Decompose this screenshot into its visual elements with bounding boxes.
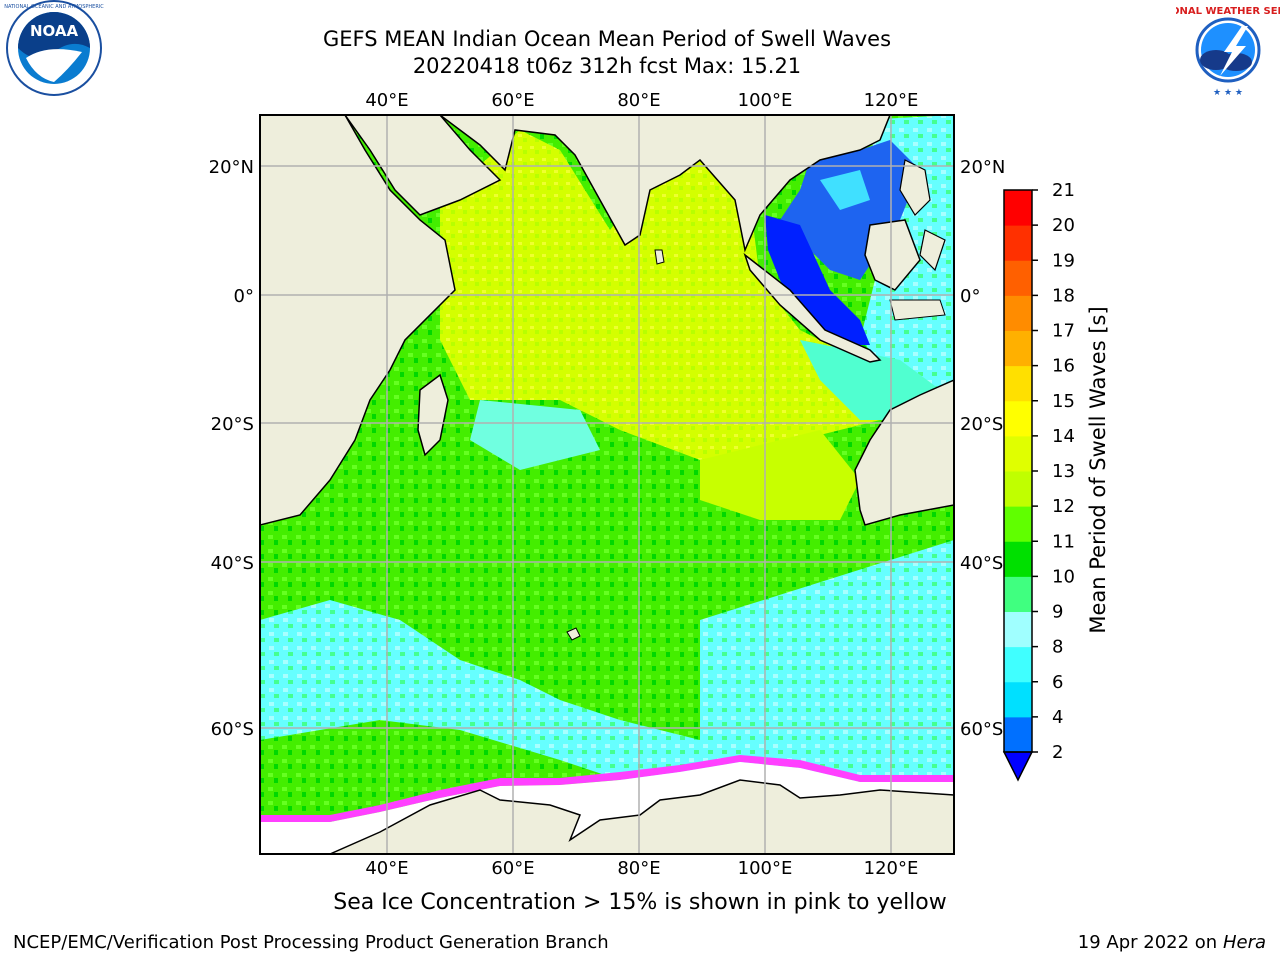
lat-label-right: 40°S	[960, 553, 1003, 574]
colorbar-tick-label: 10	[1052, 566, 1075, 587]
colorbar-tick-label: 14	[1052, 426, 1075, 447]
colorbar-extend-arrow	[1002, 751, 1034, 782]
lon-label-bottom: 60°E	[491, 858, 534, 879]
footer-host: Hera	[1222, 932, 1266, 953]
lat-label-right: 60°S	[960, 719, 1003, 740]
colorbar-swatch	[1004, 541, 1032, 577]
colorbar-swatch	[1004, 681, 1032, 718]
colorbar-swatch	[1004, 716, 1032, 753]
colorbar-tick-label: 17	[1052, 321, 1075, 342]
lat-label-right: 0°	[960, 286, 980, 307]
lon-label-bottom: 120°E	[864, 858, 919, 879]
lat-label-left: 0°	[234, 286, 254, 307]
colorbar-tick-label: 12	[1052, 496, 1075, 517]
colorbar-swatch	[1004, 295, 1032, 331]
lon-label-bottom: 80°E	[617, 858, 660, 879]
colorbar-tick-label: 2	[1052, 742, 1063, 763]
colorbar: 2 4 6 8 9 10 11 12 13 14 15 16 17 18 19 20 21	[1002, 180, 1075, 782]
lon-label-top: 80°E	[617, 90, 660, 111]
map-frame	[259, 114, 955, 855]
colorbar-label: Mean Period of Swell Waves [s]	[1086, 306, 1110, 633]
colorbar-tick-label: 13	[1052, 461, 1075, 482]
colorbar-swatch	[1004, 190, 1032, 226]
footer-date: 19 Apr 2022 on Hera	[1078, 932, 1266, 953]
lon-label-top: 60°E	[491, 90, 534, 111]
nws-logo-text: NATIONAL WEATHER SERVICE	[1176, 6, 1280, 17]
lon-label-top: 100°E	[738, 90, 793, 111]
lat-label-left: 20°N	[209, 157, 254, 178]
colorbar-swatch	[1004, 576, 1032, 612]
colorbar-tick-label: 15	[1052, 391, 1075, 412]
lat-label-left: 60°S	[211, 719, 254, 740]
lat-label-right: 20°S	[960, 414, 1003, 435]
colorbar-tick-label: 11	[1052, 531, 1075, 552]
lat-label-left: 40°S	[211, 553, 254, 574]
lon-label-bottom: 100°E	[738, 858, 793, 879]
map-subtitle: 20220418 t06z 312h fcst Max: 15.21	[412, 54, 802, 78]
colorbar-swatch	[1004, 400, 1032, 437]
colorbar-swatch	[1004, 435, 1032, 472]
noaa-logo-text: NOAA	[30, 22, 79, 40]
colorbar-swatch	[1004, 260, 1032, 296]
colorbar-tick-label: 6	[1052, 672, 1063, 693]
lon-label-bottom: 40°E	[365, 858, 408, 879]
colorbar-tick-label: 16	[1052, 356, 1075, 377]
lon-label-top: 40°E	[365, 90, 408, 111]
colorbar-tick-label: 21	[1052, 180, 1075, 201]
colorbar-tick-label: 20	[1052, 215, 1075, 236]
colorbar-tick-label: 18	[1052, 285, 1075, 306]
lon-label-top: 120°E	[864, 90, 919, 111]
colorbar-swatch	[1004, 471, 1032, 507]
svg-text:★ ★ ★: ★ ★ ★	[1213, 88, 1243, 98]
colorbar-swatch	[1004, 611, 1032, 648]
lat-label-right: 20°N	[960, 157, 1005, 178]
footer-credit: NCEP/EMC/Verification Post Processing Pr…	[13, 932, 609, 953]
map-title: GEFS MEAN Indian Ocean Mean Period of Sw…	[322, 27, 892, 51]
colorbar-swatch	[1004, 365, 1032, 402]
noaa-logo: NOAA NATIONAL OCEANIC AND ATMOSPHERIC	[4, 0, 104, 96]
nws-logo: NATIONAL WEATHER SERVICE ★ ★ ★	[1176, 4, 1280, 98]
colorbar-tick-label: 9	[1052, 602, 1063, 623]
sea-ice-caption: Sea Ice Concentration > 15% is shown in …	[333, 890, 947, 915]
colorbar-tick-label: 8	[1052, 637, 1063, 658]
colorbar-swatch	[1004, 330, 1032, 367]
footer-date-text: 19 Apr 2022 on	[1077, 932, 1223, 953]
colorbar-tick-label: 19	[1052, 250, 1075, 271]
colorbar-swatch	[1004, 646, 1032, 683]
colorbar-swatch	[1004, 506, 1032, 542]
colorbar-swatch	[1004, 225, 1032, 261]
svg-text:NATIONAL OCEANIC AND ATMOSPHER: NATIONAL OCEANIC AND ATMOSPHERIC	[4, 4, 104, 10]
lat-label-left: 20°S	[211, 414, 254, 435]
colorbar-tick-label: 4	[1052, 707, 1063, 728]
